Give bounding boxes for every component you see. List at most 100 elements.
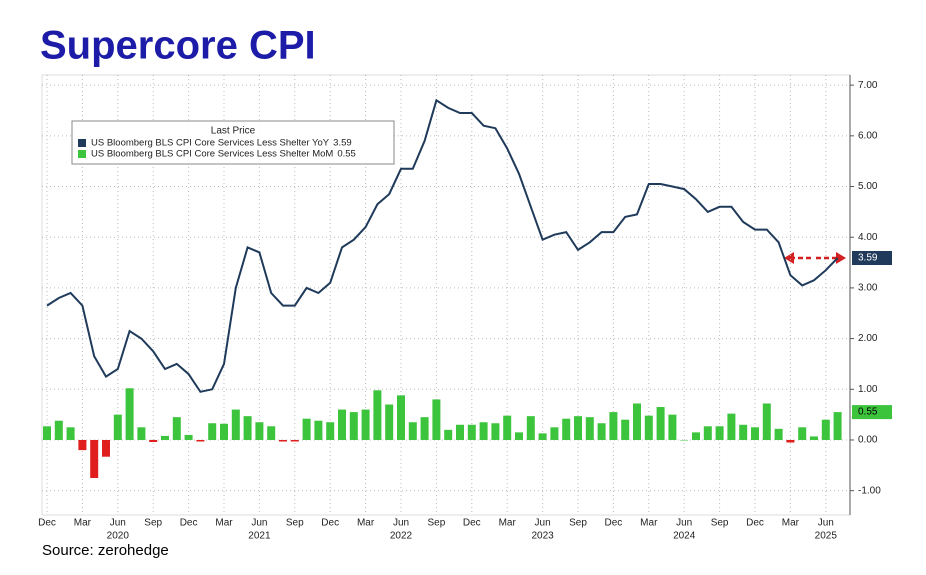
x-year-label: 2022 <box>390 531 413 542</box>
bar <box>786 439 795 443</box>
bar <box>326 422 335 440</box>
bar <box>172 417 181 440</box>
last-value-tag <box>852 250 892 265</box>
bar <box>798 427 807 440</box>
bar <box>290 439 299 442</box>
bar <box>220 423 228 440</box>
bar <box>526 416 535 440</box>
bar <box>243 416 252 440</box>
chart-title: Supercore CPI <box>40 24 316 68</box>
legend: Last Price US Bloomberg BLS CPI Core Serv… <box>71 120 395 165</box>
x-tick-label: Jun <box>393 518 409 529</box>
y-tick-label: 4.00 <box>858 232 878 243</box>
x-tick-label: Mar <box>74 518 92 529</box>
bar <box>515 432 523 440</box>
bar <box>680 439 689 441</box>
bar <box>762 403 771 440</box>
bar <box>361 409 370 440</box>
y-tick-label: 2.00 <box>858 333 878 344</box>
bar <box>397 395 405 440</box>
bar <box>338 409 346 440</box>
x-year-label: 2024 <box>673 531 696 542</box>
y-tick-label: 5.00 <box>858 181 878 192</box>
bar <box>609 412 618 440</box>
x-year-label: 2025 <box>815 531 838 542</box>
x-year-label: 2020 <box>107 531 130 542</box>
bar <box>314 420 323 440</box>
bar <box>302 418 311 440</box>
bar <box>668 414 677 440</box>
bar <box>503 415 512 440</box>
bar <box>633 403 641 440</box>
bar <box>751 427 759 440</box>
bar <box>184 434 193 440</box>
bar <box>821 419 830 440</box>
x-tick-label: Dec <box>321 518 339 529</box>
bar <box>149 439 158 443</box>
x-tick-label: Mar <box>499 518 517 529</box>
bar <box>54 420 63 440</box>
bar <box>479 422 488 440</box>
x-tick-label: Dec <box>746 518 764 529</box>
x-tick-label: Sep <box>144 518 162 529</box>
x-tick-label: Jun <box>110 518 126 529</box>
bar <box>66 427 75 440</box>
bar <box>255 422 264 440</box>
bar <box>456 424 464 440</box>
x-tick-label: Sep <box>428 518 446 529</box>
legend-title: Last Price <box>211 126 256 137</box>
bar <box>137 427 146 440</box>
legend-box <box>71 120 395 165</box>
x-tick-label: Dec <box>605 518 623 529</box>
x-tick-label: Jun <box>676 518 692 529</box>
bar <box>408 422 417 440</box>
y-tick-label: 6.00 <box>858 130 878 141</box>
bar <box>727 413 736 440</box>
x-tick-label: Sep <box>569 518 587 529</box>
legend-swatch <box>78 150 86 158</box>
y-tick-label: 7.00 <box>858 80 878 91</box>
bar <box>279 439 287 442</box>
x-tick-label: Sep <box>711 518 729 529</box>
y-tick-label: 0.00 <box>858 435 878 446</box>
bar <box>125 388 134 440</box>
bar <box>621 419 630 440</box>
x-year-label: 2023 <box>531 531 554 542</box>
y-tick-label: -1.00 <box>858 485 881 496</box>
bar <box>43 426 51 440</box>
bar <box>467 424 476 440</box>
x-tick-label: Jun <box>251 518 267 529</box>
bar <box>597 423 606 440</box>
bar <box>349 412 358 440</box>
bar <box>113 414 122 440</box>
annotation-arrows <box>784 252 846 264</box>
x-tick-label: Dec <box>38 518 56 529</box>
source: Source: zerohedge <box>42 542 169 559</box>
legend-label: US Bloomberg BLS CPI Core Services Less … <box>91 149 333 160</box>
x-tick-label: Jun <box>818 518 834 529</box>
bar <box>161 435 169 440</box>
bar <box>562 418 571 440</box>
bar <box>102 439 110 457</box>
bar <box>703 426 712 440</box>
y-tick-label: 1.00 <box>858 384 878 395</box>
bar <box>550 427 559 440</box>
bar <box>739 424 748 440</box>
bar <box>444 429 453 440</box>
x-tick-label: Jun <box>535 518 551 529</box>
bar <box>432 399 441 440</box>
bar <box>385 404 394 440</box>
bar <box>833 412 842 440</box>
bar <box>585 417 594 440</box>
y-tick-label: 3.00 <box>858 283 878 294</box>
x-tick-label: Mar <box>357 518 375 529</box>
bar <box>810 436 818 440</box>
bar <box>644 415 653 440</box>
bar <box>574 416 582 440</box>
bar <box>78 439 87 451</box>
x-tick-label: Dec <box>463 518 481 529</box>
bar <box>267 426 276 440</box>
x-year-label: 2021 <box>248 531 271 542</box>
last-value-label: 0.55 <box>858 407 878 418</box>
